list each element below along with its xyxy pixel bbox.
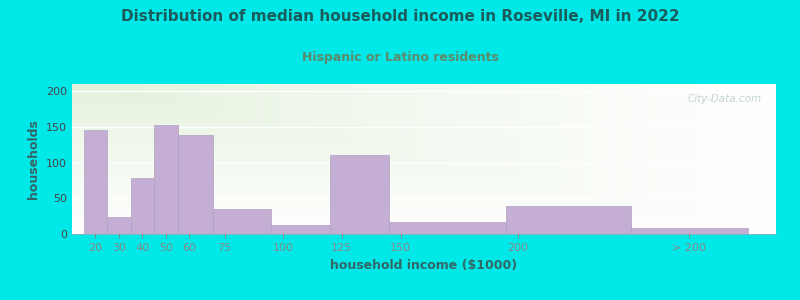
- Y-axis label: households: households: [27, 119, 41, 199]
- Bar: [84, 130, 107, 234]
- Bar: [154, 125, 178, 234]
- Bar: [271, 225, 330, 234]
- Text: City-Data.com: City-Data.com: [688, 94, 762, 104]
- Bar: [630, 228, 748, 234]
- X-axis label: household income ($1000): household income ($1000): [330, 259, 518, 272]
- Bar: [130, 178, 154, 234]
- Bar: [178, 135, 213, 234]
- Bar: [330, 155, 389, 234]
- Bar: [506, 206, 630, 234]
- Bar: [107, 217, 130, 234]
- Text: Hispanic or Latino residents: Hispanic or Latino residents: [302, 51, 498, 64]
- Bar: [389, 222, 506, 234]
- Bar: [213, 209, 271, 234]
- Text: Distribution of median household income in Roseville, MI in 2022: Distribution of median household income …: [121, 9, 679, 24]
